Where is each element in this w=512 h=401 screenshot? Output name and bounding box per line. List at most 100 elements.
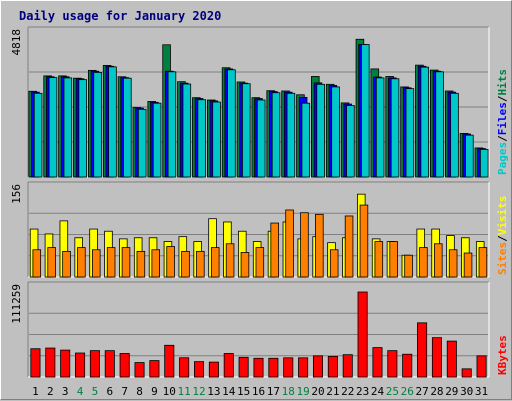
bar-pages-day-23	[361, 44, 370, 178]
bar-sites-day-31	[478, 247, 488, 278]
bar-kbytes-day-13	[208, 361, 219, 378]
bar-pages-day-3	[63, 77, 73, 178]
day-label-5: 5	[92, 385, 99, 398]
bar-sites-day-17	[270, 222, 279, 278]
bar-kbytes-day-4	[75, 352, 86, 378]
bar-kbytes-day-10	[164, 344, 175, 378]
bar-kbytes-day-2	[45, 347, 56, 378]
bar-sites-day-8	[136, 250, 146, 278]
day-label-2: 2	[47, 385, 54, 398]
day-label-19: 19	[296, 385, 309, 398]
day-label-14: 14	[222, 385, 236, 398]
bar-sites-day-7	[121, 247, 131, 278]
bar-kbytes-day-7	[119, 353, 130, 378]
bar-pages-day-27	[420, 66, 430, 178]
bar-pages-day-16	[256, 99, 266, 178]
bar-sites-day-1	[32, 249, 42, 278]
bar-kbytes-day-28	[431, 337, 442, 378]
bar-kbytes-day-16	[253, 357, 264, 378]
day-label-28: 28	[430, 385, 443, 398]
bar-kbytes-day-23	[357, 291, 368, 378]
bar-pages-day-12	[197, 99, 206, 178]
bar-kbytes-day-19	[298, 357, 309, 378]
bar-kbytes-day-15	[238, 356, 249, 378]
bar-pages-day-8	[137, 108, 147, 178]
bar-pages-day-14	[227, 69, 236, 178]
bar-kbytes-day-3	[60, 349, 71, 378]
day-label-31: 31	[475, 385, 488, 398]
bar-pages-day-5	[93, 71, 102, 178]
bar-pages-day-2	[48, 77, 58, 178]
bar-sites-day-30	[463, 252, 473, 278]
day-label-27: 27	[415, 385, 428, 398]
bar-pages-day-26	[405, 88, 415, 178]
bar-sites-day-25	[389, 241, 398, 278]
bar-pages-day-25	[390, 78, 400, 178]
day-label-26: 26	[401, 385, 414, 398]
day-label-24: 24	[371, 385, 385, 398]
day-label-3: 3	[62, 385, 69, 398]
legend-item-visits: Visits	[496, 196, 509, 236]
bar-sites-day-22	[344, 215, 354, 278]
bar-kbytes-day-22	[342, 354, 353, 378]
day-label-12: 12	[192, 385, 205, 398]
bar-sites-day-14	[225, 243, 235, 278]
day-label-10: 10	[163, 385, 176, 398]
bar-pages-day-9	[152, 102, 162, 178]
legend-item-files: Files	[496, 102, 509, 135]
bar-pages-day-17	[271, 92, 281, 178]
bar-pages-day-1	[33, 92, 43, 178]
bar-kbytes-day-21	[327, 355, 338, 378]
day-label-22: 22	[341, 385, 354, 398]
bar-kbytes-day-5	[89, 350, 100, 378]
legend-separator: /	[496, 95, 509, 102]
bar-pages-day-6	[108, 66, 117, 178]
bar-kbytes-day-25	[387, 350, 398, 378]
panel-visits-sites-legend: Sites/Visits	[496, 196, 509, 276]
bar-sites-day-15	[240, 252, 250, 278]
bar-kbytes-day-9	[149, 360, 160, 378]
bar-kbytes-day-20	[312, 355, 323, 378]
day-label-11: 11	[178, 385, 191, 398]
bar-sites-day-3	[62, 250, 71, 278]
bar-pages-day-7	[123, 77, 132, 178]
bar-pages-day-19	[301, 102, 311, 178]
bar-kbytes-day-24	[372, 347, 383, 378]
legend-item-pages: Pages	[496, 142, 509, 175]
bar-pages-day-30	[465, 134, 474, 178]
bar-sites-day-12	[196, 250, 205, 278]
day-label-21: 21	[326, 385, 339, 398]
bar-kbytes-day-14	[223, 353, 234, 378]
legend-item-kbytes: KBytes	[496, 335, 509, 375]
bar-sites-day-28	[434, 243, 443, 278]
day-label-20: 20	[311, 385, 324, 398]
bar-sites-day-6	[106, 247, 116, 278]
bar-sites-day-16	[255, 247, 265, 278]
bar-sites-day-10	[166, 246, 175, 278]
bar-sites-day-2	[47, 247, 56, 278]
day-label-16: 16	[252, 385, 265, 398]
legend-separator: /	[496, 135, 509, 142]
panel-hits-files-pages-ymax-label: 4818	[10, 29, 23, 56]
bar-pages-day-20	[316, 83, 325, 178]
day-label-1: 1	[32, 385, 39, 398]
day-label-30: 30	[460, 385, 473, 398]
bar-sites-day-29	[448, 249, 458, 278]
bar-pages-day-10	[167, 71, 177, 178]
bar-sites-day-5	[91, 249, 101, 278]
day-label-9: 9	[151, 385, 158, 398]
bar-kbytes-day-11	[179, 357, 190, 378]
bar-kbytes-day-30	[461, 368, 472, 378]
bar-sites-day-20	[315, 213, 324, 278]
bar-pages-day-15	[242, 83, 251, 178]
bar-sites-day-27	[419, 247, 428, 278]
bar-sites-day-13	[210, 247, 220, 278]
legend-item-sites: Sites	[496, 242, 509, 275]
bar-pages-day-28	[435, 71, 444, 178]
bar-kbytes-day-1	[30, 348, 41, 378]
day-label-13: 13	[207, 385, 220, 398]
bar-pages-day-18	[286, 92, 296, 178]
day-label-4: 4	[77, 385, 84, 398]
legend-item-hits: Hits	[496, 69, 509, 96]
bar-sites-day-19	[300, 212, 309, 278]
